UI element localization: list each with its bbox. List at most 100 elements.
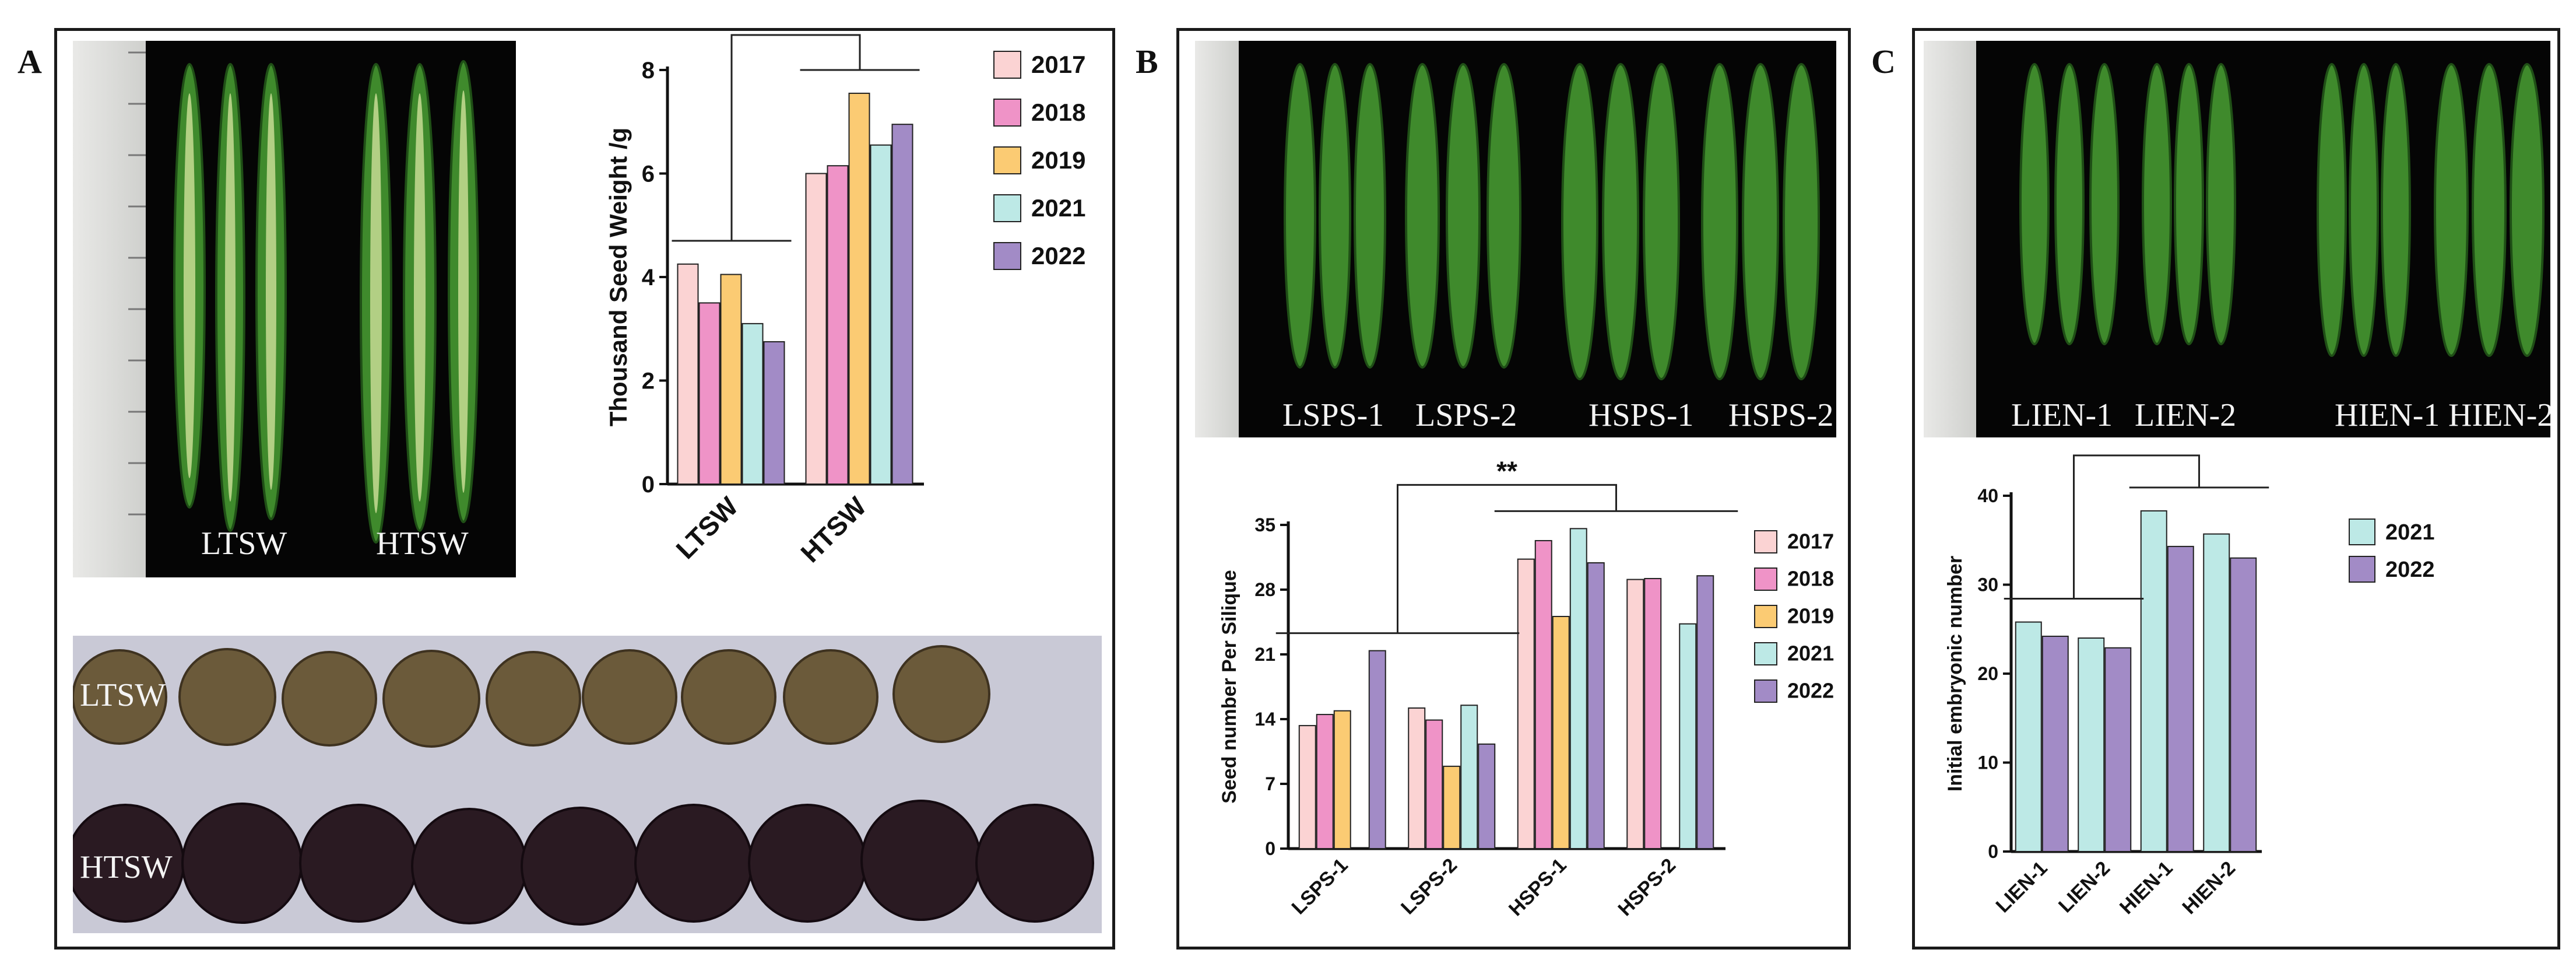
bar-hsps-2-2017 [1626,579,1644,850]
y-tick-label: 30 [1977,574,1998,595]
legend-swatch-2018 [1754,567,1777,591]
thousand-seed-weight-chart: 0 2 4 6 8 Thousand Seed Weight /g LTSW HTSW ** 20… [605,23,1085,568]
panel-b-silique-photo: LSPS-1 LSPS-2 HSPS-1 HSPS-2 [1195,41,1836,437]
bar-htsw-2022 [891,124,913,485]
legend-label-2021: 2021 [1031,194,1085,222]
legend-swatch-2022 [1754,679,1777,703]
bar-ltsw-2021 [741,323,764,485]
bar-hsps-2-2021 [1679,623,1697,849]
significance-label: ** [2126,449,2147,457]
legend-label-2021: 2021 [2385,520,2435,545]
y-tick-label: 0 [1265,838,1275,859]
seed-label-ltsw: LTSW [80,677,166,713]
panel-letter-a: A [17,43,42,80]
legend-label-2022: 2022 [1031,242,1085,269]
siliques-image [1284,63,1820,380]
bar-hien-2-2021 [2203,533,2230,852]
y-tick-label: 35 [1254,514,1275,535]
legend-label-2017: 2017 [1031,51,1085,78]
legend-swatch-2022 [993,242,1021,270]
photo-label-ltsw: LTSW [201,525,287,562]
x-tick-label-hien-2: HIEN-2 [2178,857,2240,919]
photo-label-hsps-1: HSPS-1 [1589,397,1694,433]
bar-ltsw-2018 [698,302,721,485]
siliques-image [2019,63,2545,357]
legend-swatch-2021 [2349,518,2375,545]
x-tick-label-lsps-2: LSPS-2 [1397,854,1461,919]
legend-swatch-2022 [2349,556,2375,583]
legend-label-2022: 2022 [1787,678,1834,702]
seed-label-htsw: HTSW [80,849,173,885]
bar-lsps-2-2021 [1460,705,1478,850]
bar-lien-1-2022 [2041,635,2069,852]
legend-label-2021: 2021 [1787,641,1834,665]
x-tick-label-ltsw: LTSW [670,490,744,565]
x-tick-label-lien-2: LIEN-2 [2054,857,2114,917]
bar-lsps-1-2017 [1298,725,1316,849]
photo-label-lien-1: LIEN-1 [2011,397,2113,433]
panel-letter-c: C [1871,43,1896,80]
legend-swatch-2019 [1754,605,1777,628]
bar-ltsw-2022 [763,341,785,485]
legend-label-2022: 2022 [2385,558,2435,582]
photo-label-htsw: HTSW [376,525,469,562]
bar-hsps-1-2018 [1534,539,1552,849]
legend-label-2018: 2018 [1031,99,1085,126]
y-tick-label: 10 [1977,752,1998,773]
bar-hsps-2-2022 [1696,575,1714,849]
x-tick-label-lsps-1: LSPS-1 [1288,854,1352,919]
legend-label-2019: 2019 [1787,604,1834,628]
bar-hsps-1-2022 [1587,562,1605,849]
bar-hien-2-2022 [2230,557,2257,852]
y-tick-label: 2 [642,369,655,394]
photo-label-lsps-2: LSPS-2 [1415,397,1517,433]
x-tick-label-lien-1: LIEN-1 [1992,857,2052,917]
photo-label-hien-1: HIEN-1 [2335,397,2440,433]
significance-label: ** [784,23,808,37]
bar-lsps-1-2018 [1316,714,1334,850]
initial-embryonic-number-chart: 0 10 20 30 40 Initial embryonic number LIEN-1 L… [1944,449,2435,919]
y-tick-label: 28 [1254,579,1275,600]
bar-lsps-2-2017 [1408,707,1426,849]
y-tick-label: 20 [1977,663,1998,684]
bar-hsps-1-2019 [1552,615,1570,849]
photo-label-hien-2: HIEN-2 [2448,397,2550,433]
legend-swatch-2021 [1754,642,1777,665]
bar-lsps-2-2019 [1443,765,1461,849]
significance-label: ** [1496,456,1517,486]
legend-swatch-2018 [993,99,1021,127]
y-tick-label: 40 [1977,485,1998,506]
legend-label-2019: 2019 [1031,146,1085,174]
bar-hsps-1-2021 [1569,528,1587,850]
ruler-image [1195,41,1239,437]
significance-connector [730,34,861,241]
bar-hsps-2-2018 [1644,577,1662,849]
x-tick-label-htsw: HTSW [795,490,872,568]
bar-hien-1-2022 [2167,545,2194,853]
y-tick-label: 8 [642,58,655,83]
bar-lsps-2-2022 [1478,743,1496,850]
x-tick-label-hien-1: HIEN-1 [2115,857,2177,919]
legend-label-2017: 2017 [1787,529,1834,553]
panel-letter-b: B [1136,43,1158,80]
y-axis-label: Seed number Per Silique [1218,570,1240,804]
bar-hsps-1-2017 [1517,558,1535,850]
legend-swatch-2017 [993,51,1021,79]
legend-label-2018: 2018 [1787,566,1834,590]
y-tick-label: 0 [642,472,655,497]
y-axis-label: Thousand Seed Weight /g [605,128,632,427]
x-tick-label-hsps-1: HSPS-1 [1505,854,1571,920]
bar-ltsw-2017 [677,263,699,485]
legend-swatch-2021 [993,194,1021,222]
bar-htsw-2019 [848,92,870,485]
seed-number-per-silique-chart: 0 7 14 21 28 35 Seed number Per Silique LSPS-1 L… [1218,456,1834,920]
y-tick-label: 7 [1265,773,1275,794]
bar-lien-2-2021 [2078,637,2105,852]
panel-c-silique-photo: LIEN-1 LIEN-2 HIEN-1 HIEN-2 [1924,41,2550,437]
bar-htsw-2017 [805,173,827,485]
y-axis-label: Initial embryonic number [1944,556,1966,791]
photo-label-lsps-1: LSPS-1 [1282,397,1384,433]
bar-lsps-2-2018 [1425,719,1443,850]
y-tick-label: 14 [1254,709,1275,730]
bar-htsw-2021 [870,144,892,485]
